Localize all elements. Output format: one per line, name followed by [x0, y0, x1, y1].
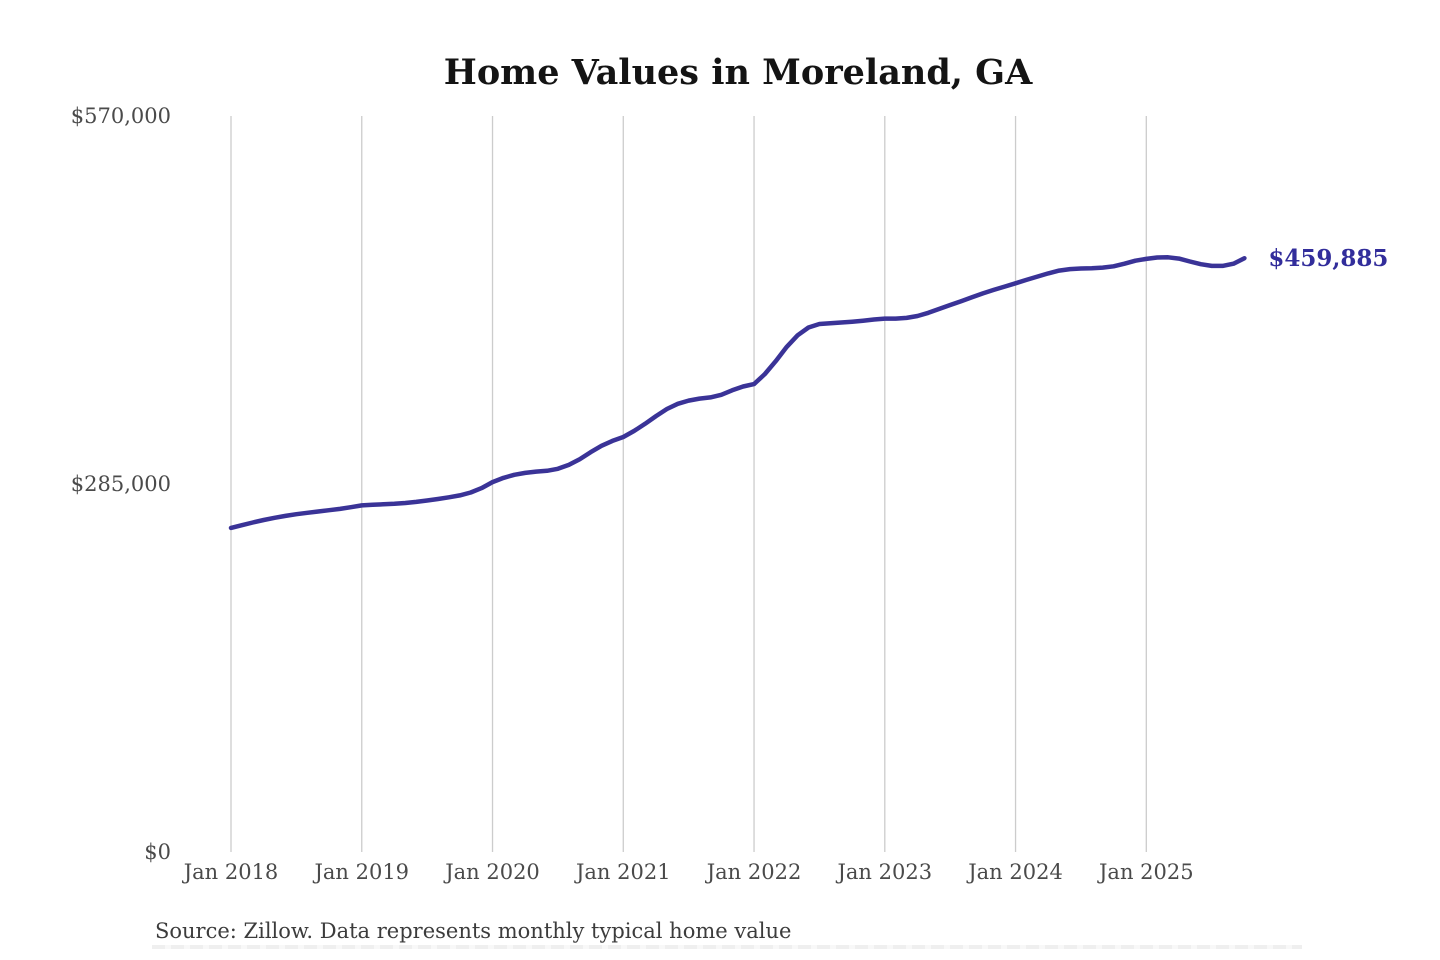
y-axis-tick-label: $570,000 — [71, 104, 171, 128]
x-axis-tick-label: Jan 2023 — [835, 860, 932, 884]
x-axis-tick-label: Jan 2020 — [443, 860, 540, 884]
x-axis-tick-label: Jan 2022 — [705, 860, 802, 884]
x-axis-tick-label: Jan 2025 — [1097, 860, 1194, 884]
x-axis-tick-label: Jan 2018 — [182, 860, 279, 884]
x-axis-tick-label: Jan 2019 — [312, 860, 409, 884]
source-note: Source: Zillow. Data represents monthly … — [155, 919, 791, 943]
home-value-line — [228, 255, 1247, 531]
last-value-label: $459,885 — [1268, 245, 1388, 272]
x-axis-tick-label: Jan 2021 — [574, 860, 671, 884]
cropped-text-remnant — [152, 945, 1302, 949]
y-axis: $0 $285,000 $570,000 — [71, 104, 171, 864]
y-axis-tick-label: $285,000 — [71, 472, 171, 496]
chart-title: Home Values in Moreland, GA — [444, 52, 1033, 93]
x-axis: Jan 2018 Jan 2019 Jan 2020 Jan 2021 Jan 2022… — [182, 860, 1194, 884]
x-axis-tick-label: Jan 2024 — [966, 860, 1063, 884]
y-axis-tick-label: $0 — [144, 840, 171, 864]
gridlines — [230, 116, 1147, 852]
